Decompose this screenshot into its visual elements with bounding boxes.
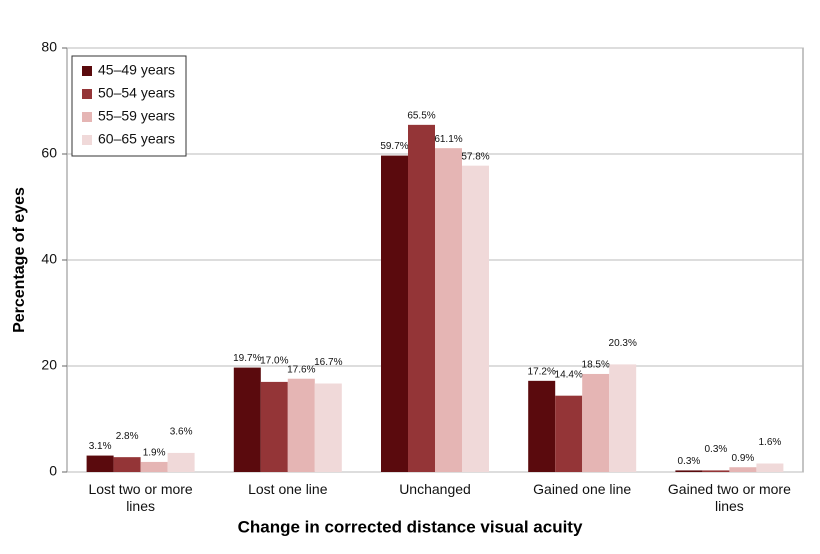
- bar: [287, 378, 315, 472]
- data-label: 3.6%: [170, 427, 193, 438]
- data-label: 0.3%: [678, 456, 701, 467]
- bar: [702, 470, 730, 472]
- x-axis-title: Change in corrected distance visual acui…: [238, 517, 583, 536]
- y-tick-label: 0: [49, 463, 57, 479]
- bar: [314, 383, 342, 472]
- data-label: 1.9%: [143, 448, 166, 459]
- data-label: 18.5%: [582, 360, 610, 371]
- y-tick-label: 40: [41, 251, 57, 267]
- legend-label: 45–49 years: [98, 62, 175, 78]
- bar: [260, 381, 288, 472]
- bar: [86, 455, 114, 472]
- data-label: 0.3%: [705, 444, 728, 455]
- bar: [381, 155, 408, 472]
- x-tick-label: Gained two or more lines: [667, 481, 791, 514]
- y-tick-label: 80: [41, 39, 57, 55]
- bar: [233, 367, 261, 472]
- data-label: 61.1%: [434, 134, 462, 145]
- data-label: 19.7%: [233, 353, 261, 364]
- legend-swatch: [82, 112, 92, 122]
- bar: [167, 452, 195, 472]
- bar: [756, 463, 784, 472]
- y-tick-label: 60: [41, 145, 57, 161]
- data-label: 17.6%: [287, 364, 315, 375]
- bar: [140, 461, 168, 472]
- data-label: 0.9%: [732, 453, 755, 464]
- y-axis-title: Percentage of eyes: [11, 187, 28, 333]
- y-tick-label: 20: [41, 357, 57, 373]
- x-tick-label: Lost two or more lines: [88, 481, 193, 514]
- bar: [408, 124, 435, 472]
- bar: [462, 165, 489, 472]
- legend-label: 60–65 years: [98, 131, 175, 147]
- bar: [528, 380, 556, 472]
- bar: [729, 467, 757, 472]
- data-label: 17.0%: [260, 356, 288, 367]
- data-label: 14.4%: [555, 369, 583, 380]
- legend-swatch: [82, 135, 92, 145]
- bar: [609, 364, 637, 472]
- data-label: 59.7%: [380, 141, 408, 152]
- x-tick-label: Unchanged: [399, 481, 471, 497]
- data-label: 3.1%: [89, 441, 112, 452]
- legend-label: 55–59 years: [98, 108, 175, 124]
- bar: [675, 470, 703, 472]
- bar: [555, 395, 583, 472]
- data-label: 20.3%: [609, 338, 637, 349]
- x-tick-label: Gained one line: [533, 481, 632, 497]
- bar: [435, 148, 462, 473]
- data-label: 2.8%: [116, 431, 139, 442]
- bar: [582, 373, 610, 472]
- data-label: 16.7%: [314, 357, 342, 368]
- legend-swatch: [82, 66, 92, 76]
- bar: [113, 457, 141, 472]
- legend-label: 50–54 years: [98, 85, 175, 101]
- legend-swatch: [82, 89, 92, 99]
- data-label: 57.8%: [461, 151, 489, 162]
- data-label: 65.5%: [407, 110, 435, 121]
- x-tick-label: Lost one line: [248, 481, 328, 497]
- data-label: 17.2%: [528, 366, 556, 377]
- data-label: 1.6%: [759, 437, 782, 448]
